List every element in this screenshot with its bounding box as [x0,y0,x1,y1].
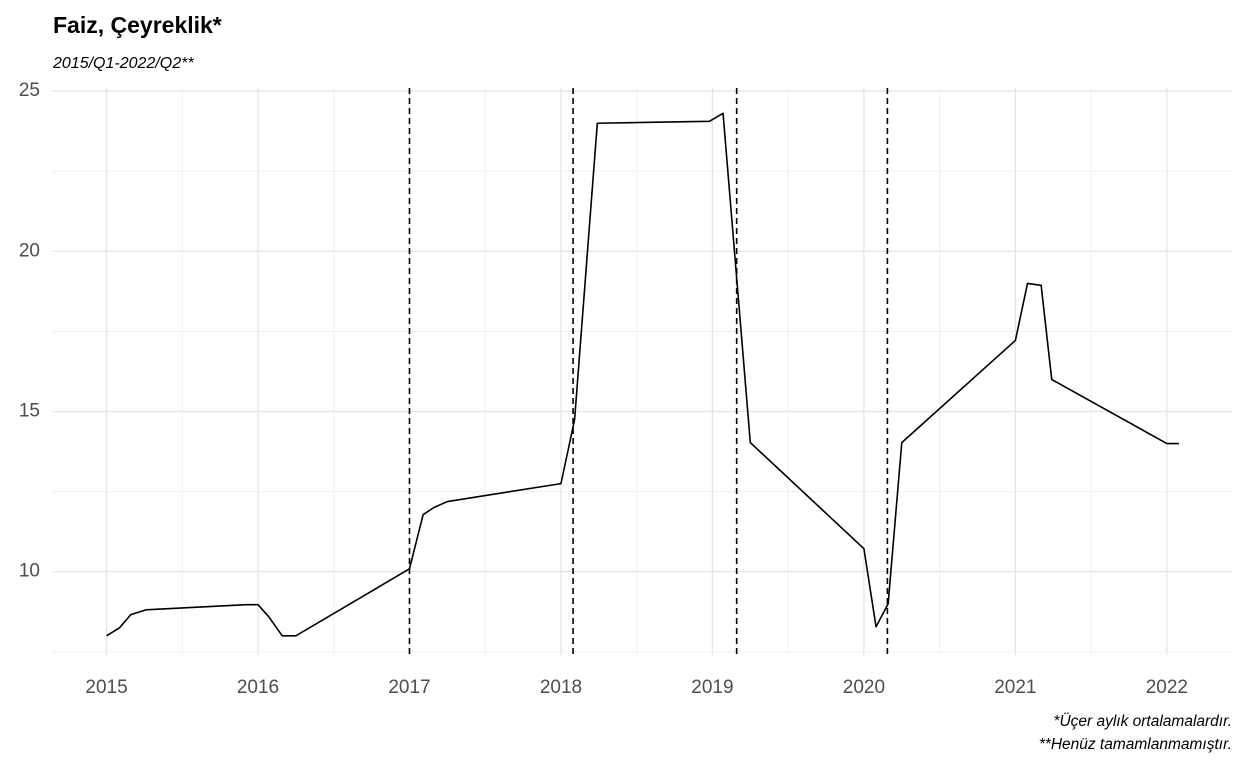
x-tick-label: 2021 [994,677,1036,698]
x-tick-label: 2016 [237,677,279,698]
x-tick-label: 2015 [85,677,127,698]
chart-title: Faiz, Çeyreklik* [53,12,222,38]
data-line [106,112,1179,637]
y-tick-label: 15 [19,401,40,422]
x-tick-label: 2017 [388,677,430,698]
x-tick-label: 2022 [1146,677,1188,698]
x-tick-label: 2018 [540,677,582,698]
chart-subtitle: 2015/Q1-2022/Q2** [52,55,194,72]
y-tick-label: 20 [19,240,40,261]
note: *Üçer aylık ortalamalardır. [1053,712,1232,730]
y-tick-label: 10 [19,561,40,582]
x-tick-label: 2020 [843,677,885,698]
y-tick-label: 25 [19,80,40,101]
note: **Henüz tamamlanmamıştır. [1039,736,1232,753]
x-tick-label: 2019 [691,677,733,698]
